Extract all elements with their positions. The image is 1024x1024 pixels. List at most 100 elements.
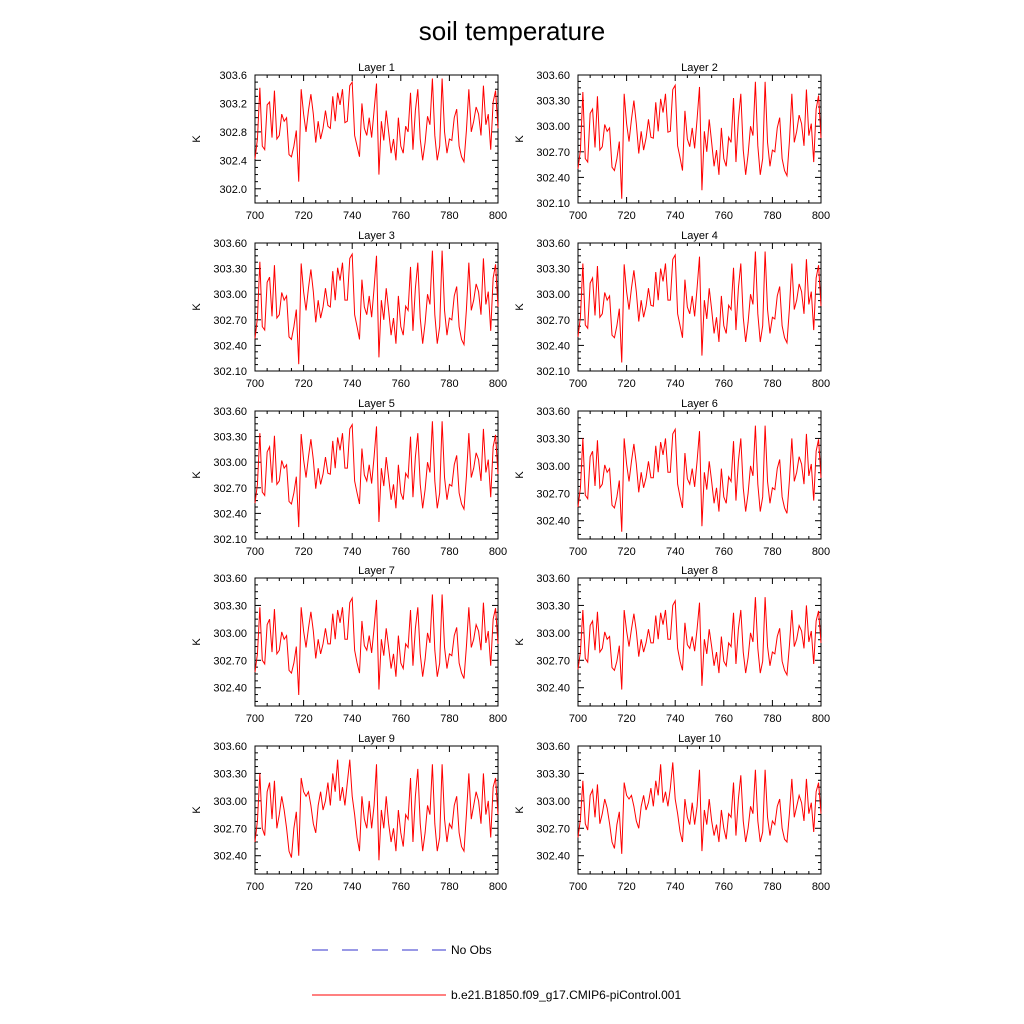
- series-line-model: [577, 425, 822, 532]
- y-tick-label: 302.40: [213, 851, 247, 863]
- x-tick-label: 740: [666, 210, 684, 222]
- x-tick-label: 780: [440, 546, 458, 558]
- x-tick-label: 800: [489, 378, 507, 390]
- x-tick-label: 780: [763, 713, 781, 725]
- y-axis-label: K: [191, 471, 203, 479]
- y-tick-label: 303.00: [213, 457, 247, 469]
- y-tick-label: 303.30: [536, 768, 570, 780]
- panel-layer-10: Layer 10 700 720 740 760 780 800 302.40 302.70 30…: [514, 733, 830, 893]
- y-tick-label: 302.8: [219, 127, 247, 139]
- x-tick-label: 720: [294, 210, 312, 222]
- x-tick-label: 760: [715, 378, 733, 390]
- y-tick-label: 302.10: [536, 366, 570, 378]
- y-tick-label: 303.60: [536, 406, 570, 418]
- legend: No Obs b.e21.B1850.f09_g17.CMIP6-piContr…: [312, 943, 681, 1002]
- y-tick-label: 303.30: [213, 600, 247, 612]
- x-tick-label: 800: [812, 210, 830, 222]
- series-line-model: [254, 78, 499, 182]
- x-tick-label: 780: [763, 378, 781, 390]
- panel-title: Layer 9: [358, 733, 395, 745]
- x-tick-label: 720: [617, 881, 635, 893]
- y-tick-label: 303.60: [213, 238, 247, 250]
- x-tick-label: 800: [812, 713, 830, 725]
- y-tick-label: 302.70: [213, 655, 247, 667]
- panel-layer-1: Layer 1 700 720 740 760 780 800 302.0 302.4 302.8…: [191, 62, 507, 222]
- x-tick-label: 800: [489, 546, 507, 558]
- x-tick-label: 760: [392, 713, 410, 725]
- legend-obs-label: No Obs: [451, 943, 492, 957]
- x-tick-label: 740: [666, 546, 684, 558]
- y-tick-label: 302.70: [536, 823, 570, 835]
- x-tick-label: 720: [617, 210, 635, 222]
- x-tick-label: 740: [343, 713, 361, 725]
- y-axis-label: K: [191, 638, 203, 646]
- y-tick-label: 302.70: [536, 147, 570, 159]
- x-tick-label: 760: [715, 881, 733, 893]
- y-tick-label: 303.30: [213, 768, 247, 780]
- x-tick-label: 720: [617, 713, 635, 725]
- y-tick-label: 302.40: [213, 340, 247, 352]
- panel-layer-7: Layer 7 700 720 740 760 780 800 302.40 302.70 303…: [191, 565, 507, 725]
- y-tick-label: 303.00: [213, 628, 247, 640]
- x-tick-label: 740: [666, 881, 684, 893]
- y-tick-label: 303.60: [536, 238, 570, 250]
- panel-title: Layer 5: [358, 398, 395, 410]
- x-tick-label: 700: [246, 210, 264, 222]
- series-line-model: [254, 250, 499, 365]
- y-axis-label: K: [514, 806, 526, 814]
- x-tick-label: 800: [489, 713, 507, 725]
- y-tick-label: 302.70: [536, 315, 570, 327]
- y-axis-label: K: [514, 303, 526, 311]
- y-tick-label: 302.40: [536, 516, 570, 528]
- y-tick-label: 303.30: [536, 433, 570, 445]
- x-tick-label: 740: [343, 210, 361, 222]
- y-axis-label: K: [514, 471, 526, 479]
- y-tick-label: 303.00: [536, 121, 570, 133]
- x-tick-label: 720: [617, 378, 635, 390]
- y-tick-label: 302.70: [213, 823, 247, 835]
- series-line-model: [577, 81, 822, 199]
- x-tick-label: 700: [246, 378, 264, 390]
- y-tick-label: 302.70: [536, 655, 570, 667]
- x-tick-label: 780: [440, 210, 458, 222]
- x-tick-label: 800: [489, 881, 507, 893]
- series-line-model: [254, 421, 499, 528]
- x-tick-label: 800: [489, 210, 507, 222]
- x-tick-label: 720: [294, 881, 312, 893]
- panel-title: Layer 3: [358, 230, 395, 242]
- series-line-model: [254, 594, 499, 696]
- y-tick-label: 302.10: [213, 366, 247, 378]
- x-tick-label: 740: [666, 378, 684, 390]
- y-axis-label: K: [191, 135, 203, 143]
- series-line-model: [254, 759, 499, 861]
- panel-layer-8: Layer 8 700 720 740 760 780 800 302.40 302.70 303…: [514, 565, 830, 725]
- y-axis-label: K: [191, 303, 203, 311]
- x-tick-label: 780: [440, 881, 458, 893]
- y-tick-label: 303.00: [536, 628, 570, 640]
- x-tick-label: 740: [666, 713, 684, 725]
- x-tick-label: 720: [294, 546, 312, 558]
- y-tick-label: 303.30: [213, 432, 247, 444]
- y-tick-label: 302.4: [219, 155, 247, 167]
- y-axis-label: K: [514, 638, 526, 646]
- y-tick-label: 302.40: [536, 683, 570, 695]
- y-tick-label: 302.40: [536, 172, 570, 184]
- x-tick-label: 760: [715, 546, 733, 558]
- y-axis-label: K: [514, 135, 526, 143]
- panel-layer-6: Layer 6 700 720 740 760 780 800 302.40 302.70 303…: [514, 398, 830, 558]
- x-tick-label: 740: [343, 881, 361, 893]
- panel-title: Layer 6: [681, 398, 718, 410]
- x-tick-label: 700: [569, 378, 587, 390]
- legend-model-label: b.e21.B1850.f09_g17.CMIP6-piControl.001: [451, 988, 681, 1002]
- y-tick-label: 303.00: [213, 796, 247, 808]
- plot-frame: [254, 577, 499, 707]
- x-tick-label: 800: [812, 546, 830, 558]
- x-tick-label: 720: [294, 378, 312, 390]
- y-tick-label: 302.0: [219, 184, 247, 196]
- y-tick-label: 303.60: [536, 741, 570, 753]
- x-tick-label: 760: [392, 546, 410, 558]
- y-tick-label: 303.60: [213, 741, 247, 753]
- panel-grid: Layer 1 700 720 740 760 780 800 302.0 302.4 302.8…: [191, 62, 830, 893]
- plot-frame: [577, 410, 822, 540]
